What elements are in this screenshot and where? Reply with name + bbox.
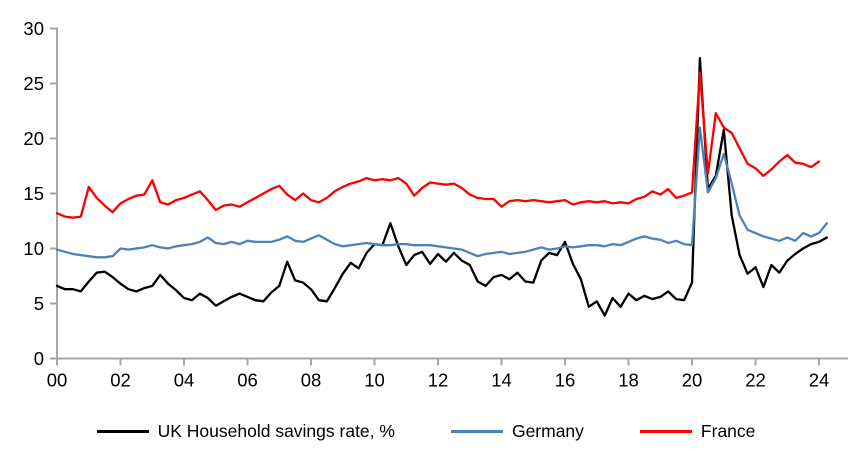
y-tick-label: 5: [34, 293, 44, 314]
x-tick-label: 08: [301, 370, 322, 391]
x-tick-label: 02: [110, 370, 131, 391]
x-tick-label: 18: [618, 370, 639, 391]
x-tick-label: 10: [364, 370, 385, 391]
series-line-2: [55, 71, 821, 219]
legend-swatch-france-line: [639, 429, 692, 433]
chart-plot-area: 0 5 10 15 20 25 30 00 02 04 06 08 10 12 14 16 18 20 22 24: [23, 18, 848, 391]
chart-legend: UK Household savings rate, % Germany Fra…: [0, 404, 852, 476]
x-tick-label: 24: [809, 370, 830, 391]
chart-svg: 0 5 10 15 20 25 30 00 02 04 06 08 10 12 14 16 18 20 22 24: [23, 18, 848, 391]
y-tick-label: 30: [23, 18, 44, 39]
x-tick-label: 20: [682, 370, 703, 391]
legend-item-germany: Germany: [450, 420, 584, 442]
series-line-1: [55, 126, 829, 259]
x-tick-label: 00: [47, 370, 68, 391]
legend-swatch-uk-line: [96, 429, 149, 433]
y-tick-label: 15: [23, 183, 44, 204]
x-tick-label: 22: [745, 370, 766, 391]
y-tick-label: 10: [23, 238, 44, 259]
x-tick-label: 12: [428, 370, 449, 391]
legend-item-france: France: [639, 420, 756, 442]
x-tick-label: 04: [174, 370, 195, 391]
x-tick-label: 14: [491, 370, 512, 391]
y-tick-label: 20: [23, 128, 44, 149]
legend-label-uk: UK Household savings rate, %: [157, 420, 395, 441]
x-tick-label: 06: [237, 370, 258, 391]
y-tick-label: 25: [23, 73, 44, 94]
x-tick-label: 16: [555, 370, 576, 391]
legend-item-uk: UK Household savings rate, %: [96, 420, 395, 442]
y-tick-label: 0: [34, 348, 44, 369]
legend-label-france: France: [700, 420, 756, 441]
legend-label-germany: Germany: [511, 420, 584, 441]
legend-swatch-germany-line: [450, 429, 503, 433]
